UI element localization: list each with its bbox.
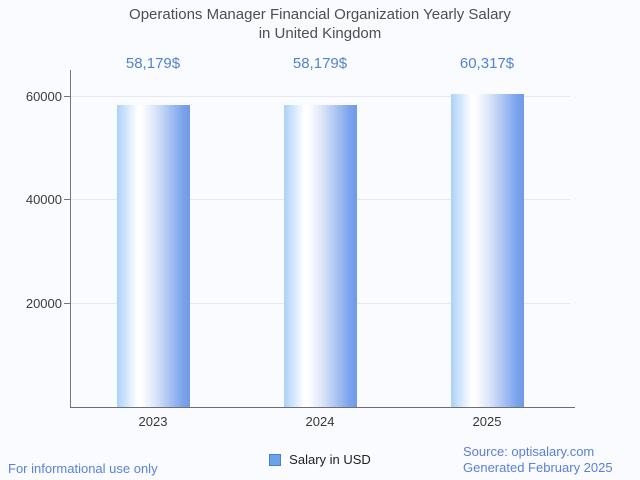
legend-label: Salary in USD	[289, 452, 371, 467]
legend-swatch-icon	[269, 453, 282, 466]
generated-text: Generated February 2025	[463, 460, 613, 475]
bar-value-label: 58,179$	[292, 55, 348, 72]
source-text: Source: optisalary.com	[463, 444, 595, 459]
x-tick-label: 2025	[472, 414, 502, 429]
gridline	[70, 95, 570, 97]
legend: Salary in USD	[0, 452, 640, 467]
chart-title-line2: in United Kingdom	[258, 25, 382, 42]
bar-value-label: 60,317$	[459, 55, 515, 72]
y-tick-mark	[64, 95, 70, 97]
y-tick-label: 60000	[25, 88, 62, 104]
y-axis-line	[70, 70, 71, 407]
footer-source: Source: optisalary.com Generated Februar…	[463, 444, 613, 476]
chart-title: Operations Manager Financial Organizatio…	[0, 5, 640, 43]
footer-note: For informational use only	[8, 461, 158, 476]
y-tick-label: 40000	[25, 192, 62, 208]
x-axis-line	[70, 407, 575, 408]
y-tick-label: 20000	[25, 296, 62, 312]
bar[interactable]	[450, 93, 524, 407]
bar-value-label: 58,179$	[125, 55, 181, 72]
chart-title-line1: Operations Manager Financial Organizatio…	[129, 6, 511, 23]
bar[interactable]	[283, 105, 357, 407]
y-tick-mark	[64, 303, 70, 305]
x-tick-label: 2024	[305, 414, 335, 429]
bar[interactable]	[116, 105, 190, 407]
x-tick-label: 2023	[138, 414, 168, 429]
y-tick-mark	[64, 199, 70, 201]
